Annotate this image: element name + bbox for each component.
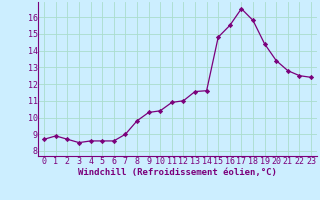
- X-axis label: Windchill (Refroidissement éolien,°C): Windchill (Refroidissement éolien,°C): [78, 168, 277, 177]
